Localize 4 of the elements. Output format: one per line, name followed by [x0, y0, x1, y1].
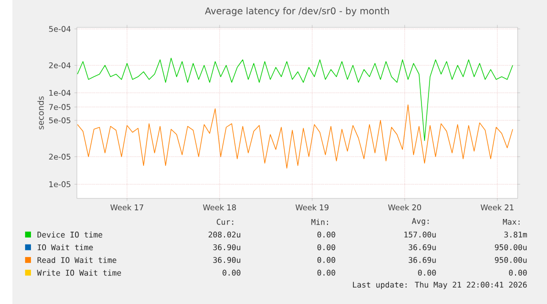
y-axis-title: seconds	[37, 96, 44, 130]
line-series	[77, 104, 514, 168]
chart-title: Average latency for /dev/sr0 - by month	[204, 7, 389, 16]
line-series	[77, 58, 514, 141]
